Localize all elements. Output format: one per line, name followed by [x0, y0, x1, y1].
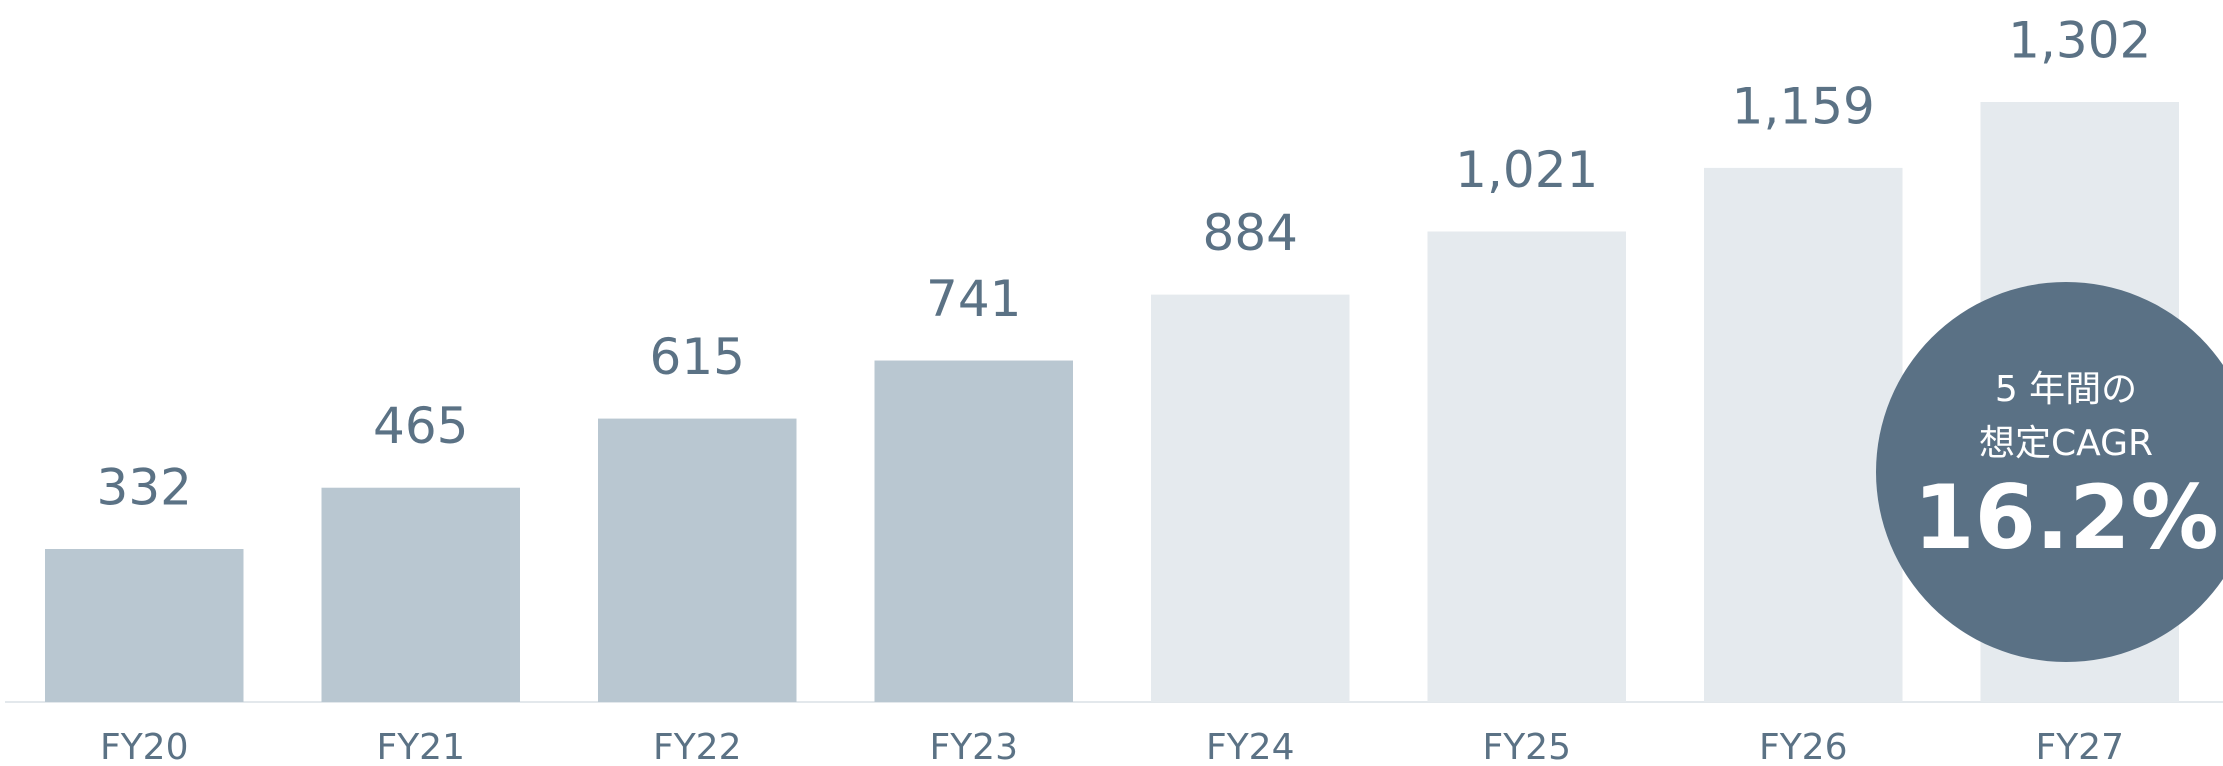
- x-tick-label: FY26: [1759, 727, 1848, 766]
- bar: [598, 418, 797, 702]
- bar: [45, 549, 244, 702]
- value-label: 465: [373, 397, 468, 455]
- value-label: 1,159: [1732, 77, 1875, 135]
- cagr-value: 16.2%: [1913, 466, 2218, 569]
- cagr-caption: 想定CAGR: [1979, 423, 2153, 464]
- value-label: 615: [650, 328, 745, 386]
- bar: [1427, 231, 1626, 702]
- x-tick-label: FY23: [929, 727, 1018, 766]
- x-tick-label: FY25: [1482, 727, 1571, 766]
- x-tick-label: FY21: [376, 727, 465, 766]
- cagr-caption: 5 年間の: [1995, 369, 2137, 410]
- x-tick-label: FY22: [653, 727, 742, 766]
- cagr-badge: [1876, 282, 2223, 662]
- x-tick-label: FY24: [1206, 727, 1295, 766]
- value-label: 1,302: [2008, 12, 2151, 70]
- x-tick-label: FY27: [2035, 727, 2124, 766]
- bar: [1704, 167, 1903, 702]
- value-label: 741: [926, 270, 1021, 328]
- value-label: 884: [1203, 204, 1298, 262]
- value-label: 332: [97, 459, 192, 517]
- bar: [874, 360, 1073, 702]
- value-label: 1,021: [1455, 141, 1598, 199]
- bar: [1151, 294, 1350, 702]
- bar: [321, 487, 520, 702]
- x-tick-label: FY20: [100, 727, 189, 766]
